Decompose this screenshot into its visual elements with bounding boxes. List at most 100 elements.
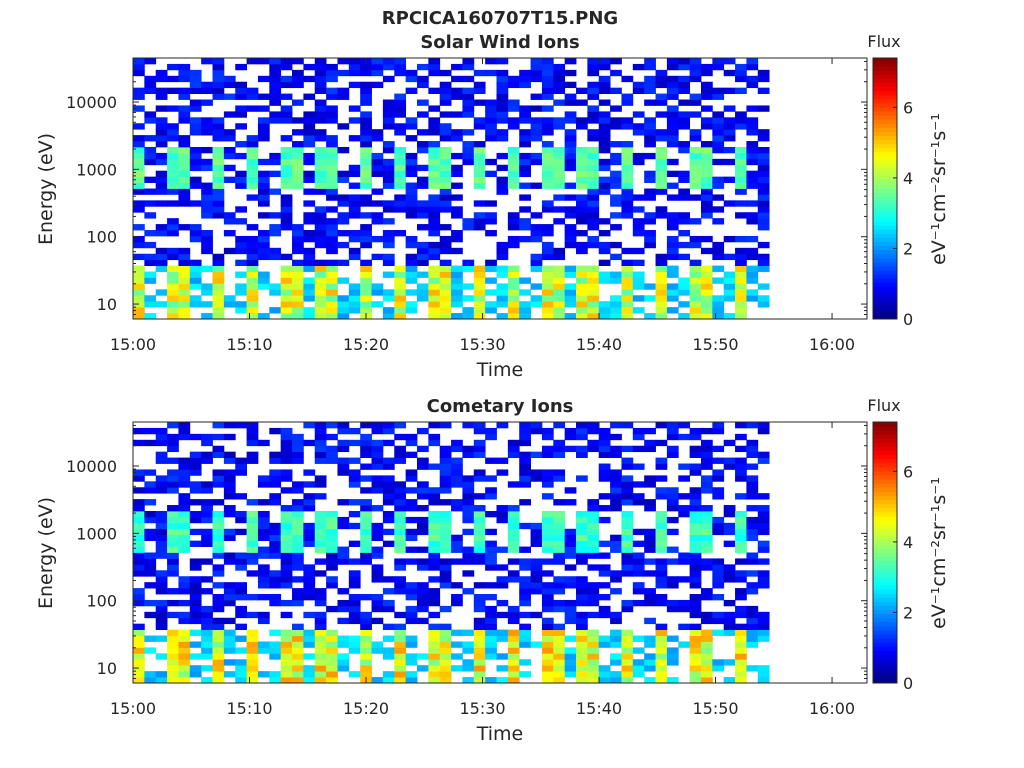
- spectrogram-cell: [632, 224, 645, 231]
- spectrogram-cell: [155, 487, 168, 494]
- spectrogram-cell: [223, 422, 236, 429]
- spectrogram-cell: [212, 176, 225, 183]
- spectrogram-cell: [133, 647, 145, 654]
- spectrogram-cell: [314, 301, 327, 308]
- spectrogram-cell: [201, 200, 213, 207]
- spectrogram-cell: [212, 552, 225, 559]
- spectrogram-cell: [439, 241, 452, 249]
- spectrogram-cell: [212, 475, 225, 482]
- spectrogram-cell: [700, 247, 713, 255]
- spectrogram-cell: [303, 176, 316, 183]
- spectrogram-cell: [564, 283, 577, 290]
- spectrogram-cell: [700, 635, 713, 642]
- spectrogram-cell: [314, 617, 327, 625]
- spectrogram-cell: [712, 528, 725, 536]
- spectrogram-cell: [735, 111, 747, 118]
- spectrogram-cell: [257, 241, 270, 249]
- spectrogram-cell: [451, 534, 463, 542]
- spectrogram-cell: [348, 457, 361, 464]
- spectrogram-cell: [178, 158, 191, 166]
- spectrogram-cell: [212, 283, 225, 290]
- spectrogram-cell: [394, 433, 407, 441]
- spectrogram-cell: [598, 218, 611, 225]
- spectrogram-cell: [257, 594, 270, 601]
- spectrogram-cell: [712, 659, 725, 666]
- spectrogram-cell: [621, 75, 634, 83]
- spectrogram-cell: [746, 611, 759, 619]
- spectrogram-cell: [189, 641, 202, 648]
- spectrogram-cell: [541, 641, 554, 648]
- spectrogram-cell: [292, 224, 304, 231]
- spectrogram-cell: [587, 516, 600, 524]
- spectrogram-cell: [666, 289, 679, 296]
- spectrogram-cell: [223, 629, 236, 636]
- spectrogram-cell: [189, 230, 202, 237]
- spectrogram-cell: [723, 617, 736, 625]
- spectrogram-cell: [678, 63, 691, 71]
- spectrogram-cell: [360, 671, 372, 678]
- spectrogram-cell: [428, 516, 441, 524]
- spectrogram-cell: [439, 164, 452, 172]
- spectrogram-cell: [303, 135, 316, 142]
- spectrogram-cell: [144, 487, 157, 494]
- spectrogram-cell: [348, 117, 361, 124]
- spectrogram-cell: [416, 546, 429, 553]
- spectrogram-cell: [314, 665, 327, 672]
- spectrogram-cell: [530, 422, 543, 429]
- spectrogram-cell: [655, 582, 668, 589]
- spectrogram-cell: [576, 510, 588, 518]
- spectrogram-cell: [621, 259, 634, 267]
- spectrogram-cell: [473, 170, 486, 178]
- spectrogram-cell: [212, 582, 225, 589]
- spectrogram-cell: [337, 499, 350, 506]
- spectrogram-cell: [485, 58, 497, 65]
- spectrogram-cell: [541, 677, 554, 684]
- spectrogram-cell: [530, 301, 543, 308]
- spectrogram-cell: [178, 141, 191, 148]
- spectrogram-cell: [326, 105, 338, 112]
- spectrogram-cell: [133, 93, 145, 100]
- spectrogram-cell: [167, 653, 179, 660]
- spectrogram-cell: [144, 635, 157, 642]
- spectrogram-cell: [439, 206, 452, 213]
- spectrogram-cell: [212, 277, 225, 284]
- spectrogram-cell: [280, 200, 293, 207]
- spectrogram-cell: [507, 605, 520, 613]
- colorbar-segment: [873, 78, 897, 83]
- spectrogram-cell: [689, 93, 702, 100]
- spectrogram-cell: [621, 170, 634, 178]
- spectrogram-cell: [405, 558, 418, 565]
- spectrogram-cell: [655, 641, 668, 648]
- spectrogram-cell: [269, 99, 282, 106]
- spectrogram-cell: [348, 558, 361, 565]
- spectrogram-cell: [348, 170, 361, 178]
- spectrogram-cell: [201, 457, 213, 464]
- spectrogram-cell: [632, 63, 645, 71]
- spectrogram-cell: [167, 164, 179, 172]
- spectrogram-cell: [280, 301, 293, 308]
- spectrogram-cell: [678, 58, 691, 65]
- colorbar-segment: [873, 576, 897, 582]
- spectrogram-cell: [246, 594, 259, 601]
- colorbar-segment: [873, 74, 897, 79]
- spectrogram-cell: [405, 135, 418, 142]
- spectrogram-cell: [519, 422, 531, 429]
- spectrogram-cell: [553, 176, 566, 183]
- colorbar-segment: [873, 462, 897, 468]
- spectrogram-cell: [382, 540, 395, 547]
- spectrogram-cell: [541, 427, 554, 435]
- spectrogram-cell: [133, 505, 145, 512]
- spectrogram-cell: [360, 552, 372, 559]
- spectrogram-cell: [644, 99, 656, 106]
- spectrogram-cell: [280, 487, 293, 494]
- spectrogram-cell: [428, 301, 441, 308]
- spectrogram-cell: [405, 653, 418, 660]
- spectrogram-cell: [541, 170, 554, 178]
- spectrogram-cell: [553, 546, 566, 553]
- spectrogram-cell: [326, 522, 338, 530]
- spectrogram-cell: [655, 301, 668, 308]
- spectrogram-cell: [326, 641, 338, 648]
- spectrogram-cell: [689, 564, 702, 571]
- spectrogram-cell: [189, 152, 202, 160]
- spectrogram-cell: [735, 158, 747, 166]
